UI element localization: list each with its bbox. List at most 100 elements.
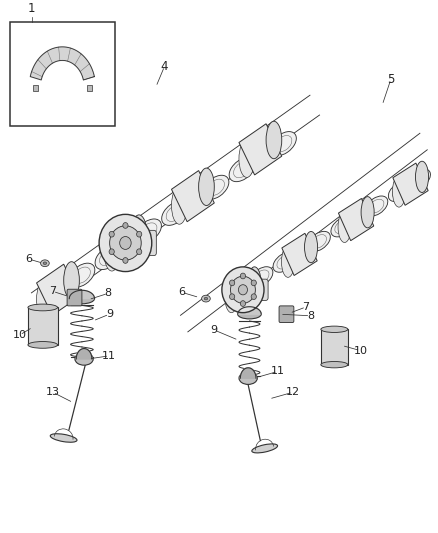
Ellipse shape [99, 214, 152, 272]
Polygon shape [239, 124, 282, 175]
Ellipse shape [308, 231, 330, 252]
Ellipse shape [282, 246, 294, 277]
Ellipse shape [239, 140, 254, 177]
Ellipse shape [64, 262, 79, 299]
FancyBboxPatch shape [321, 329, 348, 365]
FancyBboxPatch shape [279, 306, 294, 322]
Ellipse shape [240, 273, 246, 279]
Polygon shape [76, 349, 92, 359]
FancyBboxPatch shape [28, 308, 57, 345]
Ellipse shape [201, 295, 210, 302]
Ellipse shape [109, 249, 114, 255]
Polygon shape [69, 290, 95, 298]
Ellipse shape [41, 260, 49, 266]
Ellipse shape [251, 294, 256, 300]
Polygon shape [30, 47, 94, 80]
Ellipse shape [266, 121, 282, 159]
Ellipse shape [95, 246, 121, 270]
FancyBboxPatch shape [135, 230, 156, 255]
Ellipse shape [321, 326, 348, 333]
Ellipse shape [304, 231, 318, 263]
Ellipse shape [252, 444, 278, 453]
Polygon shape [225, 269, 261, 311]
Ellipse shape [137, 231, 142, 237]
Ellipse shape [203, 175, 229, 199]
Polygon shape [172, 171, 214, 222]
Ellipse shape [104, 233, 120, 271]
Ellipse shape [198, 168, 214, 206]
Ellipse shape [271, 132, 297, 156]
Text: 6: 6 [179, 287, 186, 297]
Ellipse shape [408, 169, 431, 189]
Ellipse shape [36, 280, 52, 318]
Ellipse shape [361, 197, 374, 228]
Text: 6: 6 [25, 254, 32, 264]
Ellipse shape [389, 181, 411, 201]
Ellipse shape [69, 293, 95, 304]
Ellipse shape [110, 226, 141, 260]
Ellipse shape [137, 249, 142, 255]
Polygon shape [339, 198, 374, 241]
Text: 5: 5 [387, 72, 395, 86]
Text: 11: 11 [102, 351, 117, 361]
Bar [10, 22, 115, 126]
Text: 8: 8 [307, 311, 314, 321]
Ellipse shape [229, 158, 255, 182]
Ellipse shape [251, 266, 273, 287]
Ellipse shape [43, 262, 47, 264]
Text: 4: 4 [161, 60, 168, 72]
Polygon shape [240, 368, 256, 378]
Ellipse shape [248, 267, 261, 298]
Ellipse shape [239, 372, 257, 384]
Ellipse shape [123, 257, 128, 263]
Polygon shape [104, 217, 147, 269]
Polygon shape [36, 264, 79, 316]
Text: 10: 10 [353, 345, 367, 356]
Ellipse shape [136, 219, 162, 243]
Ellipse shape [338, 211, 351, 243]
Text: 10: 10 [13, 330, 27, 340]
Text: 7: 7 [303, 302, 310, 312]
Ellipse shape [240, 301, 246, 306]
Ellipse shape [123, 223, 128, 228]
FancyBboxPatch shape [251, 279, 268, 301]
Ellipse shape [75, 353, 93, 365]
Ellipse shape [365, 196, 388, 216]
Ellipse shape [230, 276, 255, 303]
Ellipse shape [162, 201, 187, 225]
Ellipse shape [172, 187, 187, 224]
Ellipse shape [416, 161, 428, 192]
Bar [87, 85, 92, 91]
Text: 12: 12 [286, 387, 300, 397]
Ellipse shape [230, 294, 235, 300]
Ellipse shape [28, 342, 57, 348]
Text: 9: 9 [106, 309, 113, 319]
Polygon shape [393, 163, 428, 205]
Text: 8: 8 [104, 288, 112, 298]
Text: 13: 13 [46, 387, 60, 397]
Ellipse shape [69, 263, 95, 287]
Text: 9: 9 [210, 325, 217, 335]
Text: 7: 7 [49, 286, 57, 296]
Bar [33, 85, 38, 91]
Ellipse shape [331, 217, 353, 237]
Ellipse shape [251, 280, 256, 286]
FancyBboxPatch shape [67, 289, 82, 306]
Ellipse shape [120, 237, 131, 249]
Polygon shape [238, 306, 261, 314]
Ellipse shape [28, 304, 57, 311]
Polygon shape [282, 233, 317, 276]
Text: 11: 11 [271, 366, 285, 376]
Ellipse shape [131, 215, 147, 252]
Ellipse shape [204, 297, 208, 300]
Ellipse shape [392, 176, 406, 207]
Ellipse shape [321, 361, 348, 368]
Ellipse shape [273, 252, 296, 272]
Ellipse shape [50, 434, 77, 442]
Ellipse shape [109, 231, 114, 237]
Ellipse shape [230, 280, 235, 286]
Ellipse shape [238, 285, 247, 295]
Text: 1: 1 [28, 2, 35, 15]
Ellipse shape [225, 281, 238, 313]
Ellipse shape [238, 310, 261, 319]
